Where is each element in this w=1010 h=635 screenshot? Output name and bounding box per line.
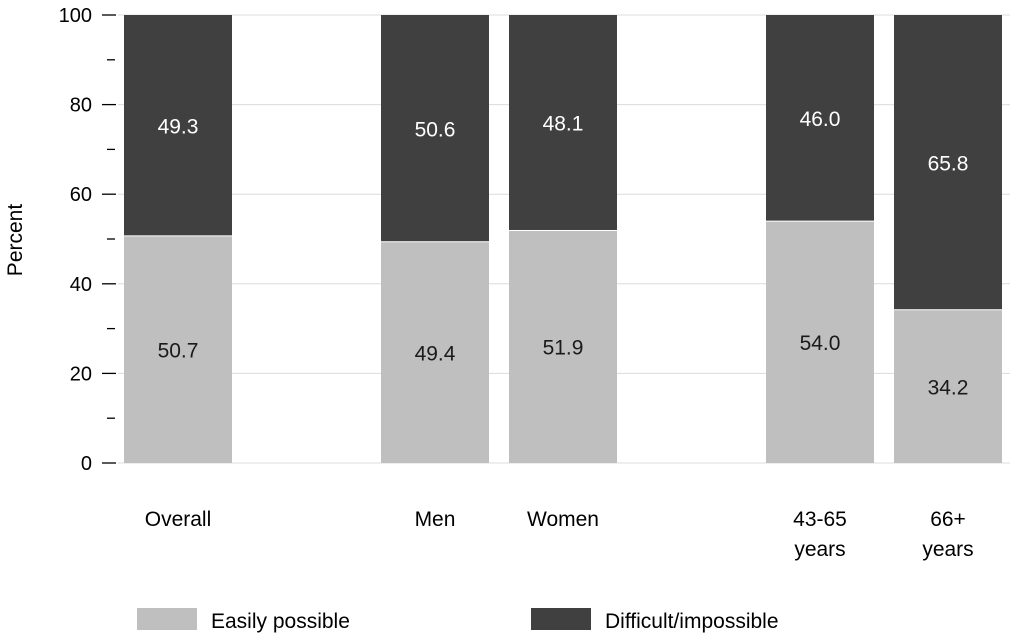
- y-tick-label: 80: [70, 95, 92, 117]
- category-label: 66+: [930, 508, 966, 531]
- legend-swatch: [137, 608, 197, 630]
- bar-value-label: 51.9: [543, 337, 584, 360]
- bar-segment: [894, 15, 1002, 310]
- y-tick-label: 0: [81, 453, 92, 475]
- bar-segment: [124, 235, 232, 463]
- y-tick-label: 40: [70, 274, 92, 296]
- category-label: 43-65: [793, 508, 847, 531]
- legend-label: Easily possible: [211, 610, 350, 633]
- bar-segment: [509, 15, 617, 231]
- y-axis-label: Percent: [4, 204, 27, 277]
- bars-layer: 50.7 49.3 49.4 50.6 51.9 48.1 54.0 46.0 34.2 65.8: [124, 15, 1002, 463]
- category-label: years: [794, 538, 845, 561]
- legend-label: Difficult/impossible: [605, 610, 779, 633]
- x-axis-labels: Overall Men Women 43-65 years 66+ years: [145, 508, 974, 561]
- legend-swatch: [531, 608, 591, 630]
- y-tick-label: 20: [70, 363, 92, 385]
- legend: Easily possible Difficult/impossible: [137, 608, 779, 633]
- bar-segment: [124, 15, 232, 236]
- bar-value-label: 65.8: [928, 152, 969, 175]
- bar-segment: [381, 241, 489, 463]
- category-label: Women: [527, 508, 599, 531]
- bar-value-label: 49.4: [415, 342, 456, 365]
- bar-segment: [381, 15, 489, 242]
- category-label: Men: [415, 508, 456, 531]
- bar-value-label: 54.0: [800, 332, 841, 355]
- bar-segment: [766, 221, 874, 463]
- bar-value-label: 46.0: [800, 108, 841, 131]
- bar-value-label: 50.7: [158, 339, 199, 362]
- bar-value-label: 48.1: [543, 113, 584, 136]
- bar-value-label: 50.6: [415, 118, 456, 141]
- bar-segment: [766, 15, 874, 222]
- bar-value-label: 49.3: [158, 115, 199, 138]
- bar-value-label: 34.2: [928, 376, 969, 399]
- category-label: Overall: [145, 508, 212, 531]
- category-label: years: [922, 538, 973, 561]
- bar-segment: [509, 230, 617, 463]
- bar-segment: [894, 309, 1002, 463]
- y-tick-label: 60: [70, 184, 92, 206]
- y-tick-label: 100: [59, 5, 92, 27]
- y-axis: Percent 0 20 40 60 80 100: [4, 5, 116, 475]
